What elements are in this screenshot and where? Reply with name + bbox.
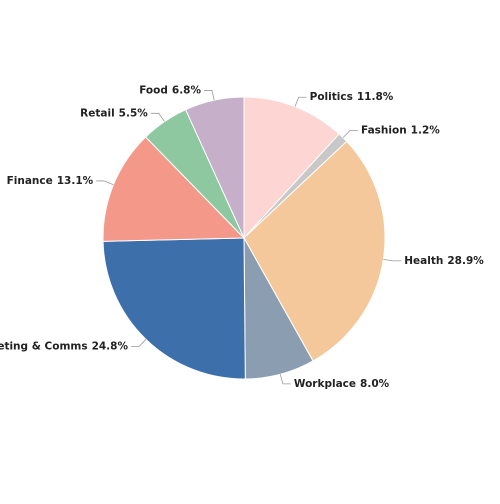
category-name: Finance bbox=[7, 175, 53, 187]
pie-slice bbox=[102, 136, 246, 242]
value-label: 24.8% bbox=[92, 341, 129, 353]
leader-line bbox=[383, 258, 402, 262]
leader-line bbox=[150, 112, 165, 122]
value-label: 13.1% bbox=[57, 175, 94, 187]
data-label: Health 28.9% bbox=[404, 255, 484, 267]
category-name: Marketing & Comms bbox=[0, 341, 88, 353]
pie-slice bbox=[102, 237, 246, 380]
leader-line bbox=[204, 90, 215, 101]
leader-line bbox=[96, 180, 114, 186]
data-label: Retail 5.5% bbox=[80, 107, 148, 119]
data-label: Marketing & Comms 24.8% bbox=[0, 341, 128, 353]
pie-slice bbox=[184, 96, 245, 239]
data-label: Finance 13.1% bbox=[7, 175, 94, 187]
data-label: Workplace 8.0% bbox=[294, 378, 390, 390]
leader-line bbox=[342, 130, 359, 138]
value-label: 11.8% bbox=[357, 91, 394, 103]
category-name: Fashion bbox=[361, 124, 407, 136]
value-label: 28.9% bbox=[447, 255, 484, 267]
category-name: Retail bbox=[80, 107, 115, 119]
value-label: 8.0% bbox=[360, 378, 390, 390]
category-name: Health bbox=[404, 255, 443, 267]
data-label: Food 6.8% bbox=[139, 84, 201, 96]
category-name: Politics bbox=[310, 91, 353, 103]
value-label: 6.8% bbox=[172, 84, 202, 96]
leader-line bbox=[294, 96, 307, 107]
value-label: 5.5% bbox=[119, 107, 149, 119]
data-label: Fashion 1.2% bbox=[361, 124, 440, 136]
pie-slice bbox=[243, 96, 340, 240]
category-name: Food bbox=[139, 84, 168, 96]
category-name: Workplace bbox=[294, 378, 356, 390]
leader-line bbox=[279, 374, 291, 385]
leader-line bbox=[131, 339, 147, 347]
data-label: Politics 11.8% bbox=[310, 91, 394, 103]
value-label: 1.2% bbox=[411, 124, 441, 136]
